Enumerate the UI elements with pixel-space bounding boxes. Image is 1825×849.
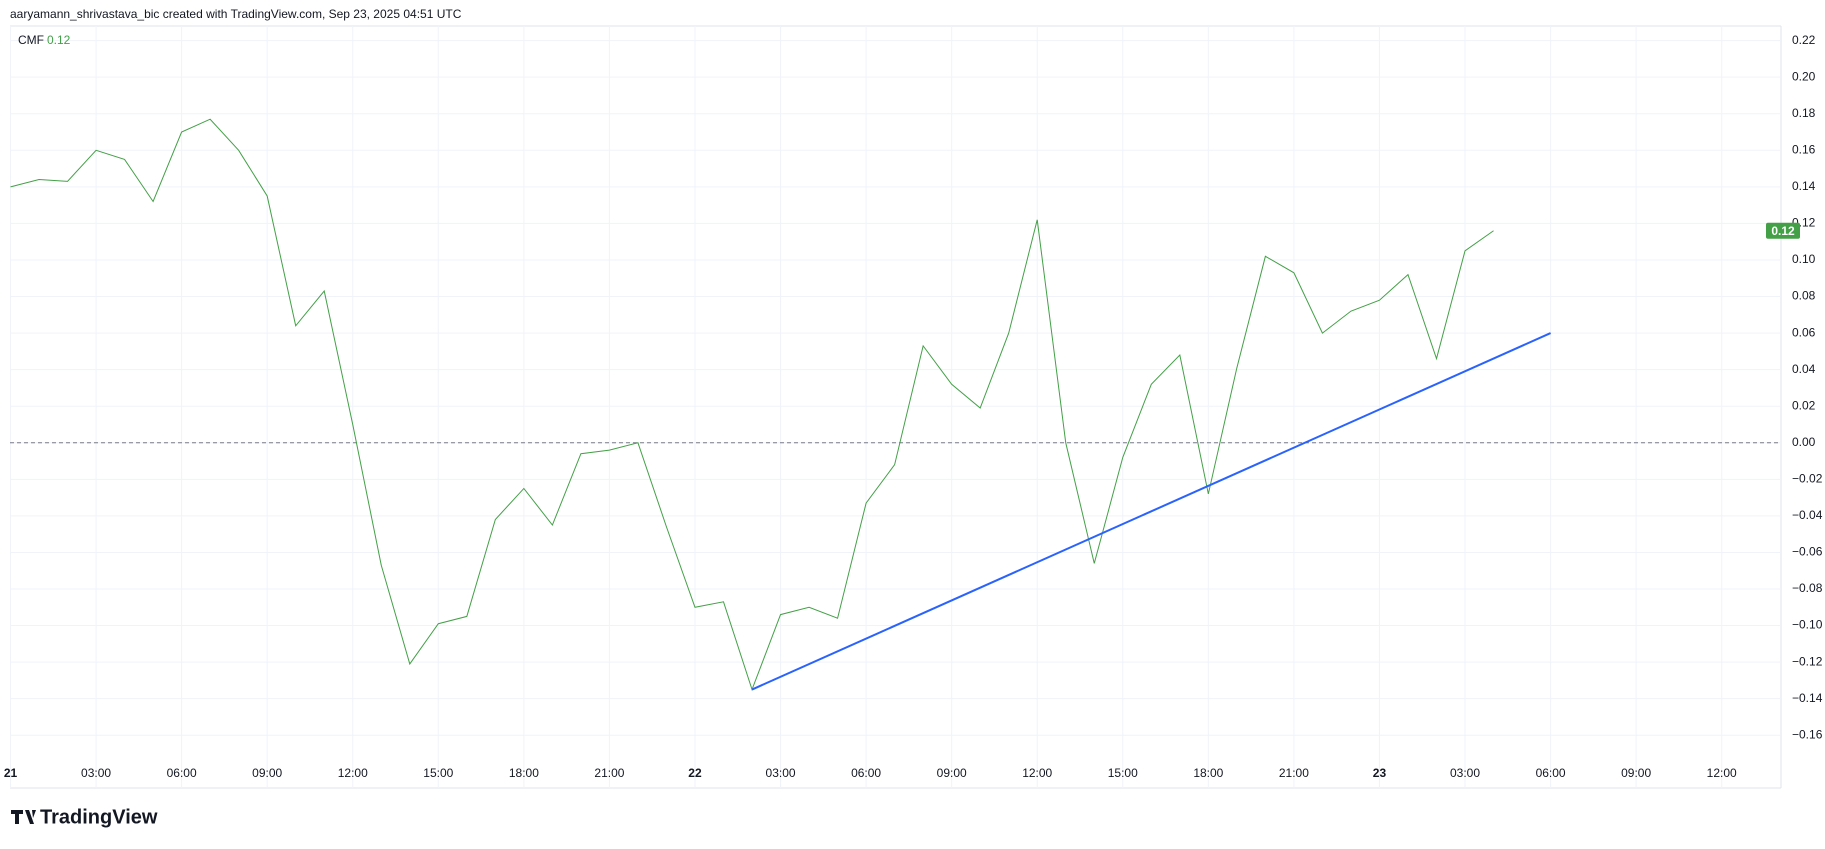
x-tick-label: 22 bbox=[688, 766, 702, 780]
x-tick-label: 09:00 bbox=[252, 766, 282, 780]
x-tick-label: 18:00 bbox=[1193, 766, 1223, 780]
x-tick-label: 21 bbox=[4, 766, 18, 780]
y-tick-label: −0.12 bbox=[1792, 654, 1823, 668]
logo: TradingView bbox=[11, 806, 158, 828]
x-tick-label: 15:00 bbox=[1108, 766, 1138, 780]
x-tick-label: 03:00 bbox=[766, 766, 796, 780]
x-tick-label: 06:00 bbox=[1536, 766, 1566, 780]
y-tick-label: −0.02 bbox=[1792, 471, 1823, 485]
y-tick-label: 0.06 bbox=[1792, 325, 1816, 339]
y-tick-label: 0.16 bbox=[1792, 142, 1816, 156]
y-tick-label: 0.20 bbox=[1792, 69, 1816, 83]
legend-name: CMF bbox=[18, 33, 44, 47]
x-tick-label: 12:00 bbox=[1707, 766, 1737, 780]
logo-text: TradingView bbox=[40, 806, 158, 828]
y-tick-label: 0.00 bbox=[1792, 435, 1816, 449]
grid bbox=[10, 26, 1781, 788]
y-tick-label: −0.10 bbox=[1792, 618, 1823, 632]
x-tick-label: 06:00 bbox=[167, 766, 197, 780]
y-tick-label: −0.04 bbox=[1792, 508, 1823, 522]
y-tick-label: 0.02 bbox=[1792, 398, 1816, 412]
x-tick-label: 03:00 bbox=[1450, 766, 1480, 780]
y-tick-label: −0.06 bbox=[1792, 545, 1823, 559]
y-tick-label: −0.16 bbox=[1792, 727, 1823, 741]
y-tick-label: 0.08 bbox=[1792, 289, 1816, 303]
y-tick-label: 0.22 bbox=[1792, 33, 1816, 47]
x-tick-label: 06:00 bbox=[851, 766, 881, 780]
x-tick-label: 18:00 bbox=[509, 766, 539, 780]
price-tag bbox=[1766, 222, 1800, 239]
x-tick-label: 21:00 bbox=[594, 766, 624, 780]
trend-line bbox=[751, 332, 1551, 691]
x-tick-label: 15:00 bbox=[423, 766, 453, 780]
y-tick-label: −0.08 bbox=[1792, 581, 1823, 595]
y-tick-label: 0.10 bbox=[1792, 252, 1816, 266]
x-tick-label: 09:00 bbox=[937, 766, 967, 780]
y-tick-label: 0.14 bbox=[1792, 179, 1816, 193]
y-tick-label: −0.14 bbox=[1792, 691, 1823, 705]
legend-value: 0.12 bbox=[47, 33, 71, 47]
y-tick-label: 0.04 bbox=[1792, 362, 1816, 376]
x-tick-label: 12:00 bbox=[338, 766, 368, 780]
y-tick-label: 0.18 bbox=[1792, 106, 1816, 120]
x-tick-label: 23 bbox=[1373, 766, 1387, 780]
x-tick-label: 12:00 bbox=[1022, 766, 1052, 780]
x-tick-label: 09:00 bbox=[1621, 766, 1651, 780]
price-tag-label: 0.12 bbox=[1771, 224, 1795, 238]
x-tick-label: 03:00 bbox=[81, 766, 111, 780]
header: aaryamann_shrivastava_bic created with T… bbox=[10, 7, 462, 21]
series-line bbox=[10, 118, 1494, 692]
logo-icon bbox=[11, 810, 36, 824]
x-tick-label: 21:00 bbox=[1279, 766, 1309, 780]
